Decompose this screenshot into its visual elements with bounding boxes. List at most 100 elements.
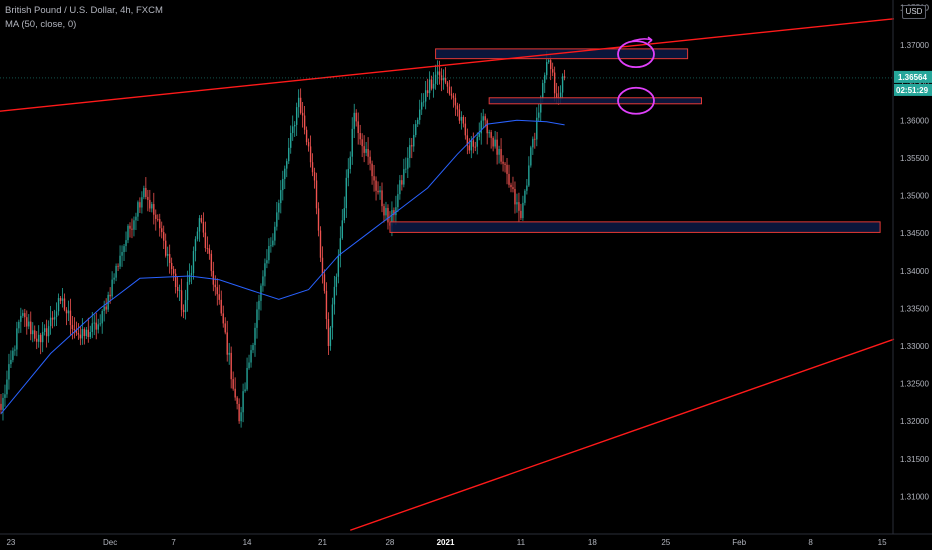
time-tick-label: 28: [385, 538, 394, 547]
candle-body: [115, 265, 117, 278]
candle-body: [434, 74, 437, 84]
candle-body: [492, 137, 494, 147]
candle-body: [500, 149, 502, 162]
candle-body: [252, 345, 254, 351]
candle-body: [226, 332, 228, 355]
candle-body: [125, 240, 127, 247]
candle-body: [484, 116, 486, 121]
candle-body: [369, 156, 371, 164]
moving-average-line: [0, 119, 565, 415]
candle-body: [464, 123, 467, 136]
candle-body: [538, 112, 540, 118]
candle-body: [117, 265, 119, 267]
candle-body: [377, 190, 379, 193]
candle-body: [341, 220, 344, 239]
candle-body: [89, 331, 91, 337]
candle-body: [476, 136, 478, 147]
candle-body: [383, 206, 385, 216]
candle-body: [391, 210, 393, 226]
candle-body: [176, 286, 179, 291]
candle-body: [39, 334, 42, 343]
candle-body: [240, 412, 242, 422]
candle-body: [214, 284, 217, 288]
candle-body: [18, 321, 20, 329]
candle-body: [335, 276, 338, 287]
price-tick-label: 1.33500: [900, 304, 929, 313]
candle-body: [337, 255, 340, 277]
candle-body: [474, 146, 476, 148]
candle-body: [99, 323, 101, 325]
candle-body: [204, 232, 207, 249]
candle-body: [553, 72, 556, 94]
candle-body: [520, 210, 522, 219]
candle-body: [274, 226, 276, 241]
candle-body: [43, 328, 46, 332]
currency-button[interactable]: USD: [902, 5, 926, 19]
candle-body: [53, 316, 56, 320]
candle-body: [188, 275, 191, 282]
candle-body: [307, 142, 310, 147]
symbol-title: British Pound / U.S. Dollar, 4h, FXCM: [5, 5, 163, 16]
candle-body: [47, 326, 50, 337]
candle-body: [288, 147, 290, 162]
candle-body: [238, 403, 240, 422]
candle-body: [119, 255, 121, 267]
candle-body: [65, 309, 68, 314]
candle-body: [486, 120, 488, 134]
candle-body: [351, 128, 353, 157]
candle-body: [4, 394, 6, 398]
candle-body: [428, 79, 431, 94]
candles-layer: [0, 50, 566, 428]
candle-body: [81, 329, 84, 339]
candle-body: [292, 126, 294, 133]
candle-body: [379, 190, 381, 193]
candle-body: [127, 225, 129, 241]
candle-body: [143, 188, 145, 198]
candle-body: [317, 208, 320, 231]
candle-body: [36, 338, 38, 342]
time-tick-label: 21: [318, 538, 327, 547]
price-tick-label: 1.31000: [900, 492, 929, 501]
candle-body: [371, 163, 373, 177]
candle-body: [262, 276, 264, 286]
candle-body: [452, 95, 455, 98]
candle-body: [508, 173, 510, 185]
time-axis[interactable]: 23 Dec 7 14 21 28 2021 11 18 25 Feb 8 15: [6, 538, 887, 547]
candle-body: [93, 322, 95, 324]
candle-body: [436, 71, 439, 75]
candle-body: [323, 274, 326, 291]
price-tick-label: 1.35500: [900, 154, 929, 163]
candle-body: [172, 269, 175, 274]
candle-body: [381, 190, 383, 207]
candle-body: [87, 329, 90, 337]
candle-body: [490, 132, 492, 138]
candle-body: [57, 298, 60, 312]
candle-body: [103, 306, 105, 311]
candle-body: [194, 239, 197, 252]
candle-body: [355, 112, 357, 122]
candle-body: [488, 132, 490, 134]
candle-body: [309, 146, 312, 163]
candle-body: [411, 145, 413, 147]
candle-body: [45, 328, 48, 337]
candle-body: [528, 165, 530, 186]
candle-body: [139, 202, 141, 208]
candle-body: [184, 300, 187, 313]
candle-body: [155, 214, 157, 219]
candle-body: [200, 218, 203, 222]
candle-body: [105, 306, 107, 310]
candle-body: [482, 116, 484, 121]
candle-body: [278, 203, 280, 213]
candle-body: [67, 310, 70, 314]
candle-body: [559, 92, 562, 100]
candle-body: [190, 273, 193, 276]
candle-body: [264, 263, 266, 277]
candle-body: [297, 97, 300, 108]
candle-body: [311, 162, 314, 173]
candle-body: [170, 262, 173, 270]
candle-body: [55, 311, 58, 317]
candle-body: [502, 161, 504, 164]
candle-body: [14, 349, 16, 351]
time-tick-label: Feb: [732, 538, 746, 547]
